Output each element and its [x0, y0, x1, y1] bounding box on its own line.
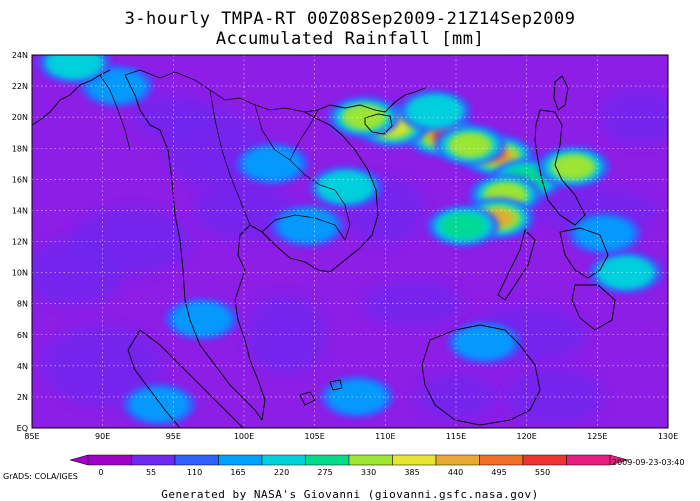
lat-tick-label: 4N	[17, 362, 28, 371]
lat-lon-grid	[32, 55, 668, 428]
rain-cell	[440, 213, 486, 239]
rain-cell	[454, 325, 514, 360]
rain-cell	[557, 158, 589, 176]
lat-tick-label: 24N	[12, 51, 28, 60]
lat-tick-label: EQ	[17, 424, 28, 433]
colorbar: 0 55 110 165 220 275 330 385 440 495 550	[69, 454, 629, 477]
colorbar-arrow-high	[609, 454, 629, 466]
colorbar-segment	[261, 454, 306, 466]
lat-tick-label: 18N	[12, 144, 28, 153]
lat-tick-label: 16N	[12, 175, 28, 184]
lon-tick-label: 105E	[305, 432, 325, 441]
rainfall-field	[32, 55, 668, 426]
colorbar-label: 440	[448, 468, 463, 477]
colorbar-label: 220	[274, 468, 289, 477]
lon-tick-label: 125E	[587, 432, 607, 441]
rain-area-light	[246, 294, 327, 375]
lat-tick-label: 2N	[17, 393, 28, 402]
lat-tick-label: 10N	[12, 269, 28, 278]
rain-cell	[454, 136, 486, 154]
lon-tick-label: 120E	[517, 432, 537, 441]
rain-cell	[323, 174, 369, 200]
rain-cell	[52, 55, 97, 76]
rain-cell	[412, 98, 458, 124]
lon-tick-label: 95E	[166, 432, 181, 441]
colorbar-segment	[435, 454, 480, 466]
colorbar-segment	[566, 454, 611, 466]
plot-frame	[31, 54, 669, 429]
lon-tick-label: 115E	[446, 432, 466, 441]
colorbar-segment	[348, 454, 393, 466]
rain-cell	[603, 259, 648, 286]
country-borders	[99, 69, 351, 241]
colorbar-label: 495	[491, 468, 506, 477]
lat-tick-label: 14N	[12, 206, 28, 215]
colorbar-segment	[131, 454, 176, 466]
lon-tick-label: 110E	[375, 432, 395, 441]
lat-tick-label: 22N	[12, 82, 28, 91]
rain-cell	[575, 216, 634, 251]
colorbar-label: 275	[317, 468, 332, 477]
rain-cell	[348, 108, 380, 126]
colorbar-label: 0	[99, 468, 104, 477]
rain-cell	[172, 302, 232, 337]
rain-area-light	[363, 281, 464, 326]
timestamp: 2009-09-23-03:40	[612, 458, 685, 467]
lat-tick-label: 20N	[12, 113, 28, 122]
lat-tick-label: 8N	[17, 300, 28, 309]
colorbar-segment	[392, 454, 437, 466]
coastlines	[32, 69, 616, 428]
grads-label: GrADS: COLA/IGES	[3, 472, 78, 481]
lon-tick-label: 90E	[95, 432, 110, 441]
colorbar-segment	[87, 454, 132, 466]
lon-tick-label: 100E	[234, 432, 254, 441]
map-subtitle: Accumulated Rainfall [mm]	[215, 29, 485, 49]
rain-cell	[129, 387, 189, 422]
rain-area-light	[599, 89, 668, 146]
credit-line: Generated by NASA's Giovanni (giovanni.g…	[161, 488, 539, 501]
colorbar-segment	[218, 454, 263, 466]
rain-cell	[278, 209, 337, 243]
lon-tick-label: 130E	[658, 432, 678, 441]
lon-tick-label: 85E	[24, 432, 39, 441]
colorbar-segment	[522, 454, 567, 466]
colorbar-label: 55	[146, 468, 156, 477]
lat-tick-label: 6N	[17, 331, 28, 340]
rain-cell	[242, 146, 302, 181]
map-title: 3-hourly TMPA-RT 00Z08Sep2009-21Z14Sep20…	[124, 9, 576, 29]
colorbar-segment	[479, 454, 524, 466]
colorbar-segment	[305, 454, 350, 466]
lat-tick-label: 12N	[12, 238, 28, 247]
colorbar-segment	[174, 454, 219, 466]
colorbar-label: 165	[230, 468, 245, 477]
colorbar-label: 385	[404, 468, 419, 477]
colorbar-label: 110	[187, 468, 202, 477]
colorbar-label: 330	[361, 468, 376, 477]
colorbar-arrow-low	[69, 454, 89, 466]
colorbar-label: 550	[535, 468, 550, 477]
